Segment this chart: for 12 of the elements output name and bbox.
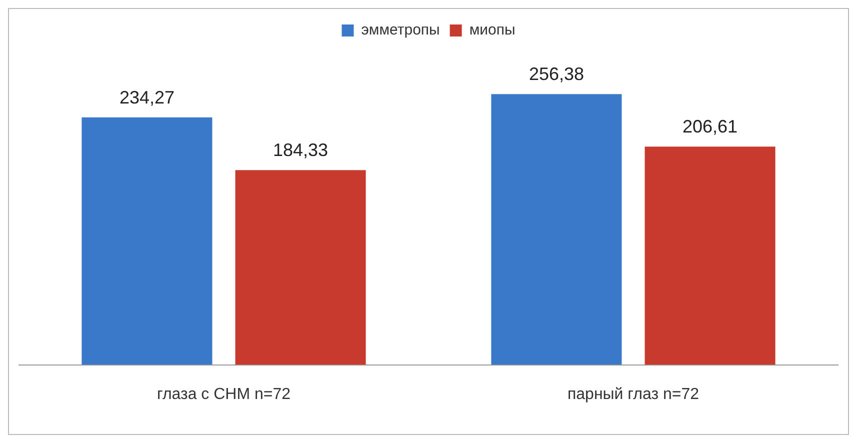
legend-label: эмметропы [361, 22, 440, 39]
bar [235, 170, 366, 365]
data-label: 256,38 [528, 64, 584, 84]
bar [644, 146, 776, 365]
bar [491, 94, 622, 365]
data-label: 206,61 [682, 116, 738, 137]
data-label: 184,33 [273, 140, 328, 160]
bar [82, 117, 212, 365]
data-label: 234,27 [119, 87, 174, 108]
x-tick-label: парный глаз n=72 [567, 386, 700, 403]
legend-label: миопы [469, 22, 516, 39]
x-tick-label: глаза с СНМ n=72 [156, 386, 291, 403]
